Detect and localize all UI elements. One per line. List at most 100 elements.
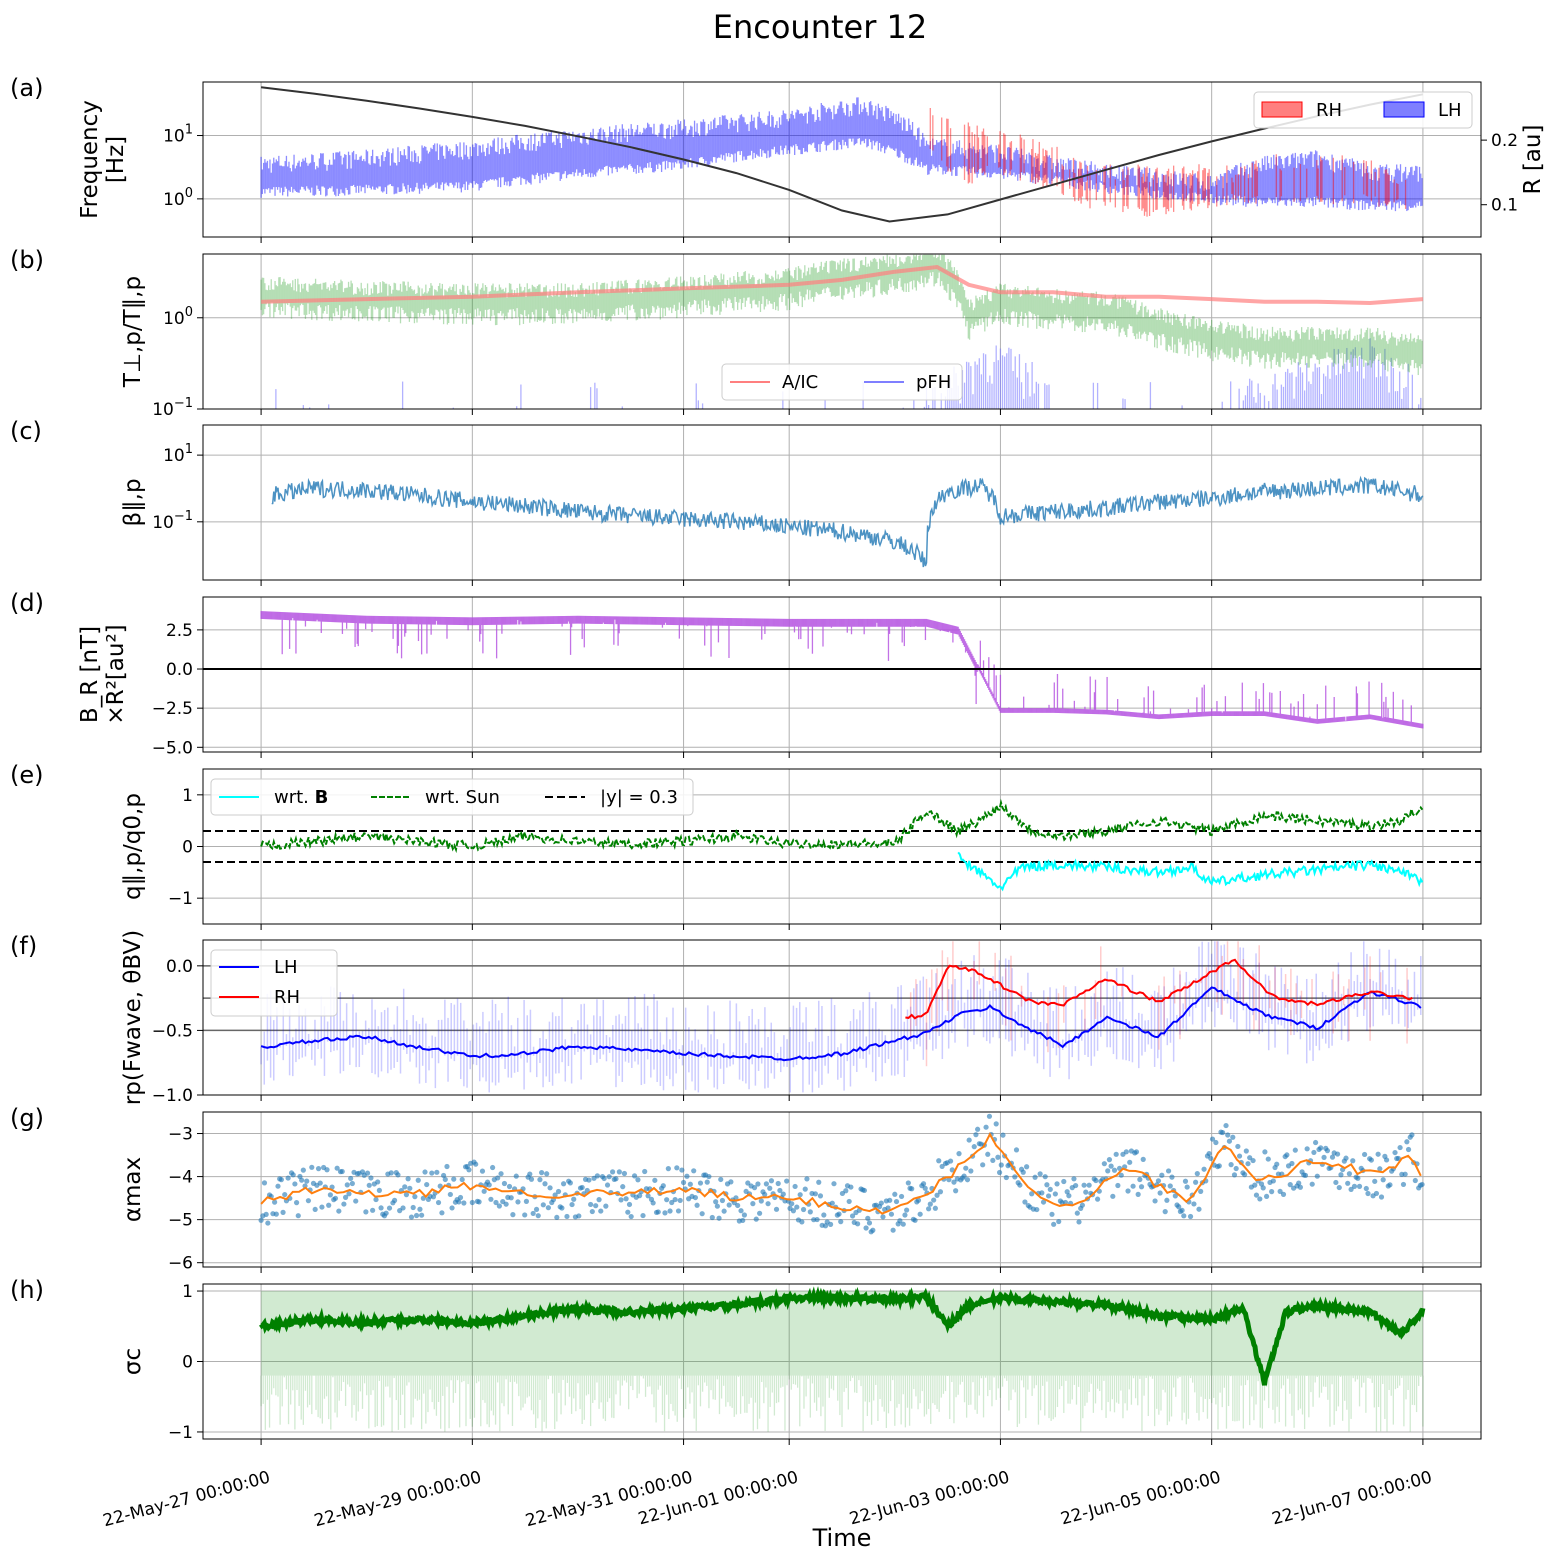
alpha-point <box>326 1202 332 1208</box>
alpha-point <box>680 1179 687 1186</box>
alpha-point <box>865 1215 871 1221</box>
panel-letter: (g) <box>10 1104 44 1132</box>
beta-line <box>271 475 1424 568</box>
alpha-point <box>434 1169 440 1175</box>
axes-frame <box>202 81 1482 238</box>
alpha-point <box>655 1209 661 1215</box>
alpha-point <box>420 1195 426 1201</box>
alpha-point <box>953 1188 959 1194</box>
right-y-axis-label: R [au] <box>1520 125 1546 195</box>
alpha-point <box>533 1206 540 1213</box>
alpha-point <box>547 1185 553 1191</box>
y-tick-label: −5 <box>168 1211 193 1231</box>
alpha-point <box>1034 1206 1040 1213</box>
alpha-point <box>1363 1185 1369 1192</box>
alpha-point <box>937 1189 944 1195</box>
alpha-point <box>821 1212 827 1218</box>
axes-frame <box>202 596 1482 753</box>
alpha-point <box>939 1163 945 1170</box>
alpha-point <box>1052 1191 1058 1197</box>
y-axis-label: B_R [nT] <box>77 626 103 723</box>
alpha-point <box>792 1183 798 1190</box>
alpha-point <box>691 1168 697 1174</box>
alpha-point <box>719 1197 726 1204</box>
alpha-point <box>1040 1199 1047 1205</box>
axes-frame <box>202 939 1482 1096</box>
alpha-point <box>1258 1181 1265 1187</box>
alpha-point <box>631 1173 638 1179</box>
axes-frame <box>202 424 1482 581</box>
alpha-point <box>560 1181 567 1187</box>
y-tick-label: −6 <box>168 1254 193 1274</box>
alpha-point <box>1165 1168 1172 1174</box>
alpha-point <box>922 1185 928 1191</box>
alpha-point <box>1270 1178 1276 1184</box>
alpha-point <box>1230 1134 1236 1140</box>
alpha-point <box>677 1197 683 1204</box>
alpha-point <box>567 1180 573 1186</box>
panel-c: 10−1 101 (c) β∥,p <box>10 417 1482 586</box>
alpha-smooth-line <box>260 1132 1422 1215</box>
alpha-point <box>625 1209 631 1215</box>
alpha-point <box>904 1207 910 1213</box>
alpha-point <box>751 1185 758 1191</box>
alpha-point <box>1167 1183 1173 1189</box>
alpha-point <box>878 1200 884 1206</box>
alpha-point <box>763 1181 769 1187</box>
alpha-point <box>846 1198 852 1205</box>
rh-raw <box>909 941 1408 1067</box>
alpha-point <box>669 1199 675 1206</box>
alpha-point <box>621 1170 628 1177</box>
alpha-point <box>946 1177 952 1183</box>
alpha-point <box>1346 1171 1352 1177</box>
legend-label: LH <box>274 957 298 978</box>
alpha-point <box>1235 1143 1241 1150</box>
y-tick-label: −0.5 <box>152 1021 193 1041</box>
panel-letter: (e) <box>10 761 44 789</box>
alpha-point <box>503 1201 509 1207</box>
alpha-point <box>413 1212 420 1219</box>
y-tick-label: 100 <box>163 305 193 329</box>
alpha-point <box>1079 1202 1085 1208</box>
alpha-point <box>915 1197 922 1203</box>
right-y-tick-label: 0.1 <box>1491 196 1518 216</box>
alpha-point <box>415 1177 421 1183</box>
alpha-point <box>466 1167 472 1173</box>
alpha-point <box>1373 1190 1380 1197</box>
alpha-point <box>800 1206 807 1213</box>
alpha-point <box>900 1221 906 1227</box>
alpha-point <box>996 1169 1003 1176</box>
alpha-point <box>348 1175 354 1182</box>
axes-frame <box>202 253 1482 410</box>
alpha-point <box>1081 1182 1087 1188</box>
alpha-point <box>986 1113 993 1119</box>
alpha-point <box>275 1183 281 1189</box>
alpha-point <box>402 1184 408 1190</box>
alpha-point <box>1277 1188 1283 1195</box>
alpha-point <box>697 1180 704 1186</box>
alpha-point <box>951 1179 957 1185</box>
alpha-point <box>530 1210 536 1217</box>
green-band <box>260 254 1423 376</box>
alpha-point <box>1108 1163 1114 1169</box>
alpha-point <box>1206 1150 1212 1157</box>
alpha-point <box>589 1208 595 1215</box>
alpha-point <box>1106 1157 1113 1163</box>
y-tick-label: 10−1 <box>152 396 193 420</box>
alpha-point <box>309 1164 315 1170</box>
alpha-point <box>1194 1171 1200 1177</box>
legend-label: RH <box>274 987 300 1008</box>
alpha-point <box>829 1200 835 1206</box>
alpha-point <box>1074 1210 1080 1216</box>
alpha-point <box>956 1151 962 1157</box>
alpha-point <box>515 1199 521 1205</box>
alpha-point <box>261 1180 268 1186</box>
y-tick-label: −2.5 <box>152 699 193 719</box>
alpha-point <box>334 1165 340 1171</box>
alpha-point <box>1042 1174 1048 1180</box>
alpha-point <box>780 1191 786 1197</box>
alpha-point <box>1397 1144 1403 1151</box>
alpha-point <box>1231 1172 1238 1178</box>
alpha-point <box>1111 1167 1118 1173</box>
